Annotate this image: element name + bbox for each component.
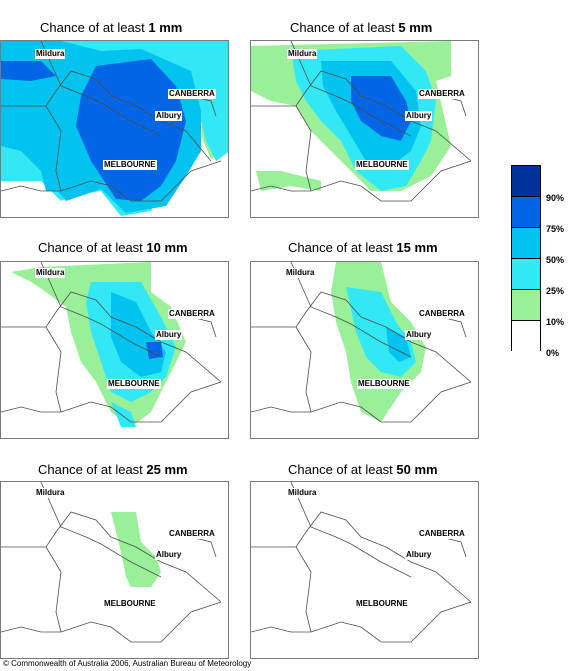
panel-title-10mm: Chance of at least 10 mm: [38, 240, 188, 255]
city-label-albury: Albury: [405, 330, 433, 340]
city-label-albury: Albury: [155, 550, 183, 560]
copyright-notice: © Commonwealth of Australia 2006, Austra…: [3, 659, 252, 668]
border-lines: [1, 41, 222, 202]
map-panel-1mm: Mildura CANBERRA Albury MELBOURNE: [0, 40, 229, 218]
map-panel-15mm: Mildura CANBERRA Albury MELBOURNE: [250, 261, 479, 439]
city-label-melbourne: MELBOURNE: [103, 160, 157, 170]
map-panel-10mm: Mildura CANBERRA Albury MELBOURNE: [0, 261, 229, 439]
panel-title-1mm: Chance of at least 1 mm: [40, 20, 183, 35]
city-label-mildura: Mildura: [35, 488, 66, 498]
legend-label-50: 50%: [546, 255, 565, 265]
city-label-canberra: CANBERRA: [418, 309, 466, 319]
city-label-canberra: CANBERRA: [418, 89, 466, 99]
border-lines: [1, 262, 222, 423]
city-label-mildura: Mildura: [287, 488, 318, 498]
border-lines: [251, 262, 472, 423]
map-panel-5mm: Mildura CANBERRA Albury MELBOURNE: [250, 40, 479, 218]
city-label-albury: Albury: [155, 111, 183, 121]
map-1mm-svg: [1, 41, 228, 216]
city-label-albury: Albury: [155, 330, 183, 340]
city-label-albury: Albury: [405, 550, 433, 560]
legend-swatch-0: [512, 321, 540, 352]
panel-title-50mm: Chance of at least 50 mm: [288, 462, 438, 477]
city-label-mildura: Mildura: [35, 49, 66, 59]
city-label-melbourne: MELBOURNE: [103, 599, 157, 609]
map-50mm-svg: [251, 482, 472, 643]
panel-title-15mm: Chance of at least 15 mm: [288, 240, 438, 255]
border-lines: [1, 482, 222, 643]
legend-swatch-10: [512, 290, 540, 321]
prob-75-area: [351, 76, 411, 141]
city-label-canberra: CANBERRA: [168, 89, 216, 99]
city-label-melbourne: MELBOURNE: [355, 160, 409, 170]
prob-50-area: [386, 327, 411, 362]
border-lines: [251, 482, 472, 643]
legend-swatch-50: [512, 228, 540, 259]
city-label-melbourne: MELBOURNE: [107, 379, 161, 389]
legend-label-25: 25%: [546, 286, 565, 296]
legend-swatch-75: [512, 197, 540, 228]
city-label-mildura: Mildura: [285, 268, 316, 278]
map-10mm-svg: [1, 262, 222, 427]
legend-swatch-90: [512, 166, 540, 197]
map-25mm-svg: [1, 482, 222, 643]
city-label-melbourne: MELBOURNE: [355, 599, 409, 609]
border-lines: [251, 41, 472, 202]
probability-legend: [511, 165, 541, 352]
map-15mm-svg: [251, 262, 472, 423]
map-panel-50mm: Mildura CANBERRA Albury MELBOURNE: [250, 481, 479, 659]
map-panel-25mm: Mildura CANBERRA Albury MELBOURNE: [0, 481, 229, 659]
legend-label-10: 10%: [546, 317, 565, 327]
city-label-albury: Albury: [405, 111, 433, 121]
legend-label-0: 0%: [546, 348, 560, 358]
legend-label-90: 90%: [546, 193, 565, 203]
city-label-canberra: CANBERRA: [168, 529, 216, 539]
legend-label-75: 75%: [546, 224, 565, 234]
panel-title-25mm: Chance of at least 25 mm: [38, 462, 188, 477]
legend-swatch-25: [512, 259, 540, 290]
city-label-canberra: CANBERRA: [418, 529, 466, 539]
prob-75-area: [146, 342, 163, 359]
city-label-canberra: CANBERRA: [168, 309, 216, 319]
city-label-mildura: Mildura: [35, 268, 66, 278]
map-5mm-svg: [251, 41, 472, 202]
prob-10-area: [111, 512, 161, 587]
city-label-melbourne: MELBOURNE: [357, 379, 411, 389]
city-label-mildura: Mildura: [287, 49, 318, 59]
panel-title-5mm: Chance of at least 5 mm: [290, 20, 433, 35]
